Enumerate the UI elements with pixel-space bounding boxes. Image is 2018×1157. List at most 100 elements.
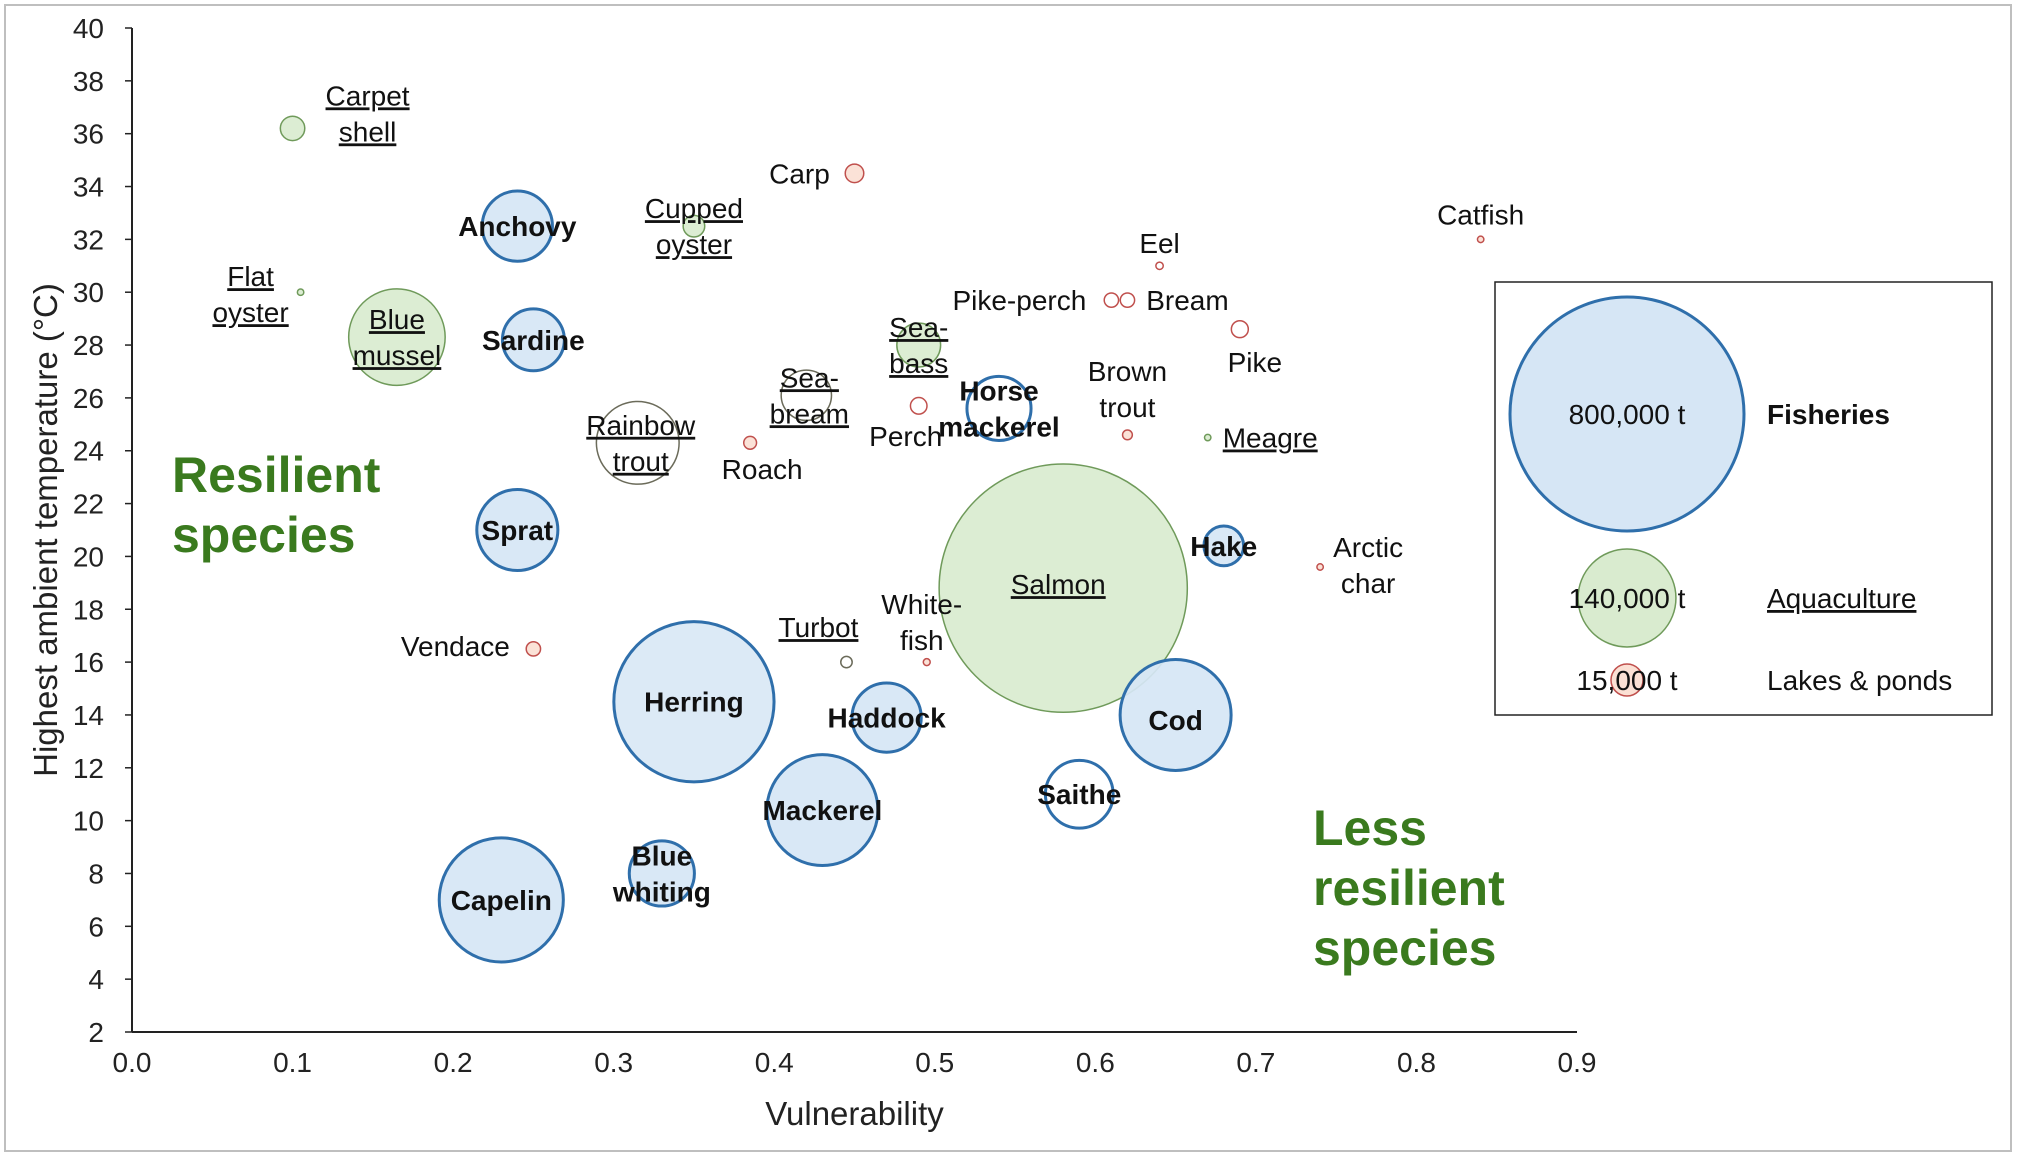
x-tick-labels: 0.0 0.1 0.2 0.3 0.4 0.5 0.6 0.7 0.8 0.9 — [113, 1047, 1597, 1078]
annotation-resilient: Resilient species — [172, 447, 381, 563]
x-tick-label: 0.1 — [273, 1047, 312, 1078]
y-tick-label: 24 — [73, 436, 104, 467]
label-saithe: Saithe — [1037, 779, 1121, 810]
label-carp: Carp — [769, 158, 830, 189]
bubble-mackerel — [765, 753, 880, 868]
y-tick-label: 16 — [73, 647, 104, 678]
label-horse-mackerel: Horse mackerel — [938, 375, 1059, 442]
bubble-catfish — [1476, 235, 1485, 244]
chart-frame — [4, 4, 2012, 1152]
label-sardine: Sardine — [482, 325, 585, 356]
label-salmon: Salmon — [1011, 569, 1106, 600]
y-tick-label: 20 — [73, 541, 104, 572]
x-tick-label: 0.3 — [594, 1047, 633, 1078]
bubble-carp — [844, 163, 865, 184]
legend-name-fisheries: Fisheries — [1767, 399, 1890, 430]
x-tick-label: 0.0 — [113, 1047, 152, 1078]
bubble-cod — [1118, 657, 1233, 772]
legend: 800,000 t Fisheries 140,000 t Aquaculture 15… — [1494, 281, 1993, 716]
bubble-sea-bass — [896, 322, 942, 368]
bubble-bream — [1119, 292, 1136, 309]
y-axis-title: Highest ambient temperature (°C) — [27, 283, 64, 777]
y-tick-label: 22 — [73, 489, 104, 520]
x-tick-label: 0.4 — [755, 1047, 794, 1078]
y-tick-label: 12 — [73, 753, 104, 784]
label-cupped-oyster: Cupped oyster — [645, 193, 743, 260]
bubble-pike-perch — [1103, 292, 1120, 309]
label-anchovy: Anchovy — [458, 211, 577, 242]
bubble-capelin — [437, 836, 565, 964]
legend-bubble-lakes — [1610, 663, 1644, 697]
label-blue-mussel: Blue mussel — [353, 304, 442, 371]
legend-size-label: 15,000 t — [1576, 665, 1677, 696]
y-tick-label: 10 — [73, 806, 104, 837]
y-tick-label: 4 — [88, 964, 104, 995]
label-vendace: Vendace — [401, 631, 510, 662]
bubble-eel — [1155, 261, 1165, 271]
label-mackerel: Mackerel — [762, 795, 882, 826]
bubble-horse-mackerel — [965, 374, 1033, 443]
axes: 0.0 0.1 0.2 0.3 0.4 0.5 0.6 0.7 0.8 0.9 246810121… — [27, 13, 1596, 1132]
annotations: Resilient species Less resilient species — [172, 447, 1505, 976]
x-tick-label: 0.6 — [1076, 1047, 1115, 1078]
y-tick-label: 6 — [88, 911, 104, 942]
label-perch: Perch — [869, 421, 942, 452]
bubble-blue-mussel — [347, 288, 446, 387]
y-tick-label: 40 — [73, 13, 104, 44]
label-catfish: Catfish — [1437, 199, 1524, 230]
bubble-meagre — [1203, 433, 1212, 442]
bubble-sardine — [500, 307, 566, 373]
y-tick-label: 2 — [88, 1017, 104, 1048]
annotation-less-resilient: Less resilient species — [1313, 800, 1505, 976]
y-tick-label: 30 — [73, 277, 104, 308]
legend-bubble-fisheries — [1508, 295, 1746, 533]
bubble-flat-oyster — [296, 288, 305, 297]
legend-name-lakes: Lakes & ponds — [1767, 665, 1952, 696]
label-eel: Eel — [1139, 228, 1179, 259]
label-bream: Bream — [1146, 285, 1228, 316]
bubble-carpet-shell — [279, 115, 306, 142]
label-arctic-char: Arctic char — [1333, 532, 1403, 599]
label-pike-perch: Pike-perch — [952, 285, 1086, 316]
bubble-anchovy — [480, 189, 554, 263]
legend-name-aquaculture: Aquaculture — [1767, 583, 1916, 614]
bubble-haddock — [850, 681, 923, 754]
label-roach: Roach — [722, 454, 803, 485]
label-sea-bass: Sea-bass — [889, 312, 948, 379]
x-tick-label: 0.8 — [1397, 1047, 1436, 1078]
label-capelin: Capelin — [451, 885, 552, 916]
bubble-layer — [279, 115, 1485, 964]
label-sea-bream: Sea-bream — [770, 362, 849, 429]
y-tick-label: 38 — [73, 66, 104, 97]
label-turbot: Turbot — [779, 612, 859, 643]
label-flat-oyster: Flat oyster — [212, 261, 288, 328]
bubble-brown-trout — [1121, 429, 1134, 441]
label-herring: Herring — [644, 687, 744, 718]
bubble-arctic-char — [1316, 563, 1325, 571]
x-tick-label: 0.5 — [915, 1047, 954, 1078]
bubble-rainbow-trout — [595, 400, 680, 485]
bubble-herring — [612, 620, 776, 784]
label-rainbow-trout: Rainbow trout — [586, 410, 696, 477]
bubble-sea-bream — [780, 369, 833, 422]
label-carpet-shell: Carpet shell — [326, 80, 410, 147]
label-hake: Hake — [1190, 531, 1257, 562]
label-cod: Cod — [1148, 705, 1202, 736]
label-haddock: Haddock — [827, 703, 946, 734]
y-tick-label: 28 — [73, 330, 104, 361]
bubble-salmon — [938, 463, 1189, 713]
y-tick-label: 18 — [73, 594, 104, 625]
bubble-roach — [742, 435, 758, 450]
legend-size-label: 140,000 t — [1569, 583, 1686, 614]
bubble-pike — [1230, 319, 1250, 339]
label-whitefish: White-fish — [881, 589, 962, 656]
bubble-turbot — [840, 655, 853, 669]
label-pike: Pike — [1228, 347, 1282, 378]
legend-size-label: 800,000 t — [1569, 399, 1686, 430]
bubble-vendace — [525, 640, 542, 657]
bubble-perch — [909, 396, 928, 415]
y-tick-label: 26 — [73, 383, 104, 414]
label-meagre: Meagre — [1223, 423, 1318, 454]
label-blue-whiting: Blue whiting — [612, 840, 711, 907]
